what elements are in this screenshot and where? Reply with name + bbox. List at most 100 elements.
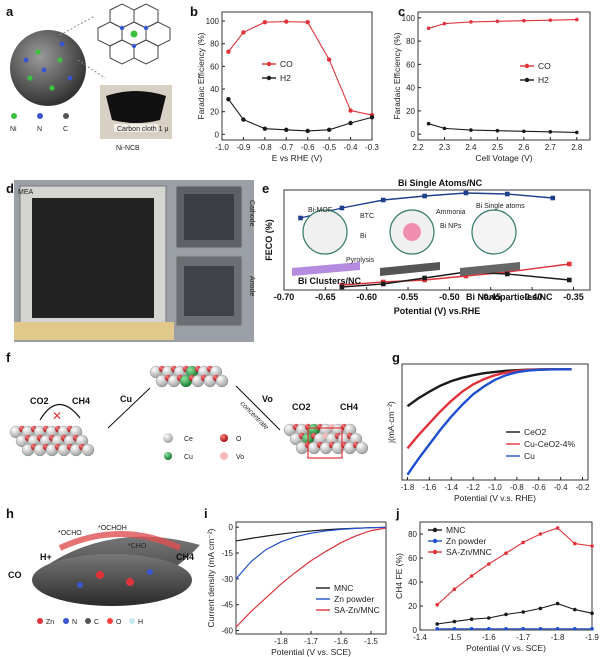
anode-label: Anode <box>248 276 255 296</box>
e-series-line-1 <box>341 263 570 286</box>
j-point <box>487 616 491 620</box>
h-ocho: *OCHO <box>58 530 82 537</box>
h-cho: *CHO <box>128 543 147 550</box>
panel-label-j: j <box>395 506 400 521</box>
c-point <box>548 130 553 134</box>
c-ytick-label: 0 <box>411 130 416 139</box>
c-legend-label: H2 <box>538 75 549 85</box>
i-ytick-label: -45 <box>221 601 233 610</box>
cu-arrow <box>107 387 151 429</box>
chart-c: 2.2 2.3 2.4 2.5 2.6 2.7 2.8 0 20 40 60 80 100 Cell Vo… <box>392 11 591 163</box>
j-point <box>555 601 560 606</box>
e-xtick-label: -0.65 <box>315 292 336 302</box>
ammonia-label: Ammonia <box>436 209 466 216</box>
j-point <box>487 562 491 566</box>
c-xlabel: Cell Votage (V) <box>475 153 532 163</box>
b-point <box>284 19 289 24</box>
c-point <box>469 20 473 24</box>
c-point <box>548 18 553 22</box>
j-point <box>573 607 577 612</box>
b-point <box>348 120 353 126</box>
j-point <box>538 532 543 536</box>
panel-g: g -1.8 -1.6 -1.4 -1.2 -1.0 -0.8 -0.6 -0.4 -0.2 Po… <box>386 350 590 503</box>
panel-j: j -1.4 -1.5 -1.6 -1.7 -1.8 -1.9 0 20 40 60 80 Poten… <box>394 506 599 653</box>
e-point <box>504 191 510 197</box>
e-point <box>339 284 345 290</box>
j-point <box>435 627 440 631</box>
panel-c: c 2.2 2.3 2.4 2.5 2.6 2.7 2.8 0 20 40 60 80 100 Cell … <box>392 4 591 163</box>
e-point <box>550 195 556 201</box>
c-xtick-label: 2.7 <box>545 143 557 152</box>
g-xtick-label: -0.8 <box>510 483 524 492</box>
b-legend-marker <box>266 75 272 81</box>
panel-e: e -0.70 -0.65 -0.60 -0.55 -0.50 -0.45 -0.40 -0.… <box>262 178 591 316</box>
g-legend-label: CeO2 <box>524 427 546 437</box>
b-xtick-label: -1.0 <box>215 143 229 152</box>
pyrolysis-label: Pyrolysis <box>346 257 375 264</box>
e-ylabel: FECO (%) <box>264 219 274 261</box>
b-xtick-label: -0.9 <box>237 143 251 152</box>
j-xtick-label: -1.6 <box>482 633 496 642</box>
panel-label-b: b <box>190 4 198 19</box>
bi-nps-label: Bi NPs <box>440 223 462 230</box>
legend-o-h: O <box>116 619 122 626</box>
e-series-label-nps: Bi Nanoparticles/NC <box>466 292 553 302</box>
i-ytick-label: 0 <box>229 523 234 532</box>
g-ylabel: j(mA·cm⁻²) <box>386 401 396 444</box>
b-series-line-1 <box>227 98 373 132</box>
c-point <box>574 130 579 135</box>
c-xtick-label: 2.2 <box>412 143 424 152</box>
chart-b: -1.0 -0.9 -0.8 -0.7 -0.6 -0.5 -0.4 -0.3 0 20 40 60 8… <box>196 11 379 163</box>
e-plot-frame <box>283 189 591 291</box>
j-point <box>452 587 457 591</box>
j-ytick-label: 40 <box>408 578 417 587</box>
f-co2-left: CO2 <box>30 396 49 406</box>
c-series-line-0 <box>428 19 577 29</box>
b-xtick-label: -0.8 <box>258 143 272 152</box>
i-legend-label: MNC <box>334 583 353 593</box>
caption-ni-ncb: Ni-NCB <box>116 145 140 152</box>
e-point <box>463 190 469 196</box>
graphene-lattice-inset <box>97 3 171 65</box>
c-point <box>442 21 447 26</box>
b-legend-label: H2 <box>280 73 291 83</box>
j-xtick-label: -1.5 <box>448 633 462 642</box>
b-point <box>262 19 268 25</box>
legend-ni: Ni <box>10 126 17 133</box>
j-xtick-label: -1.7 <box>516 633 530 642</box>
j-series-line-2 <box>436 527 593 606</box>
legend-cu: Cu <box>184 454 193 461</box>
j-ytick-label: 80 <box>408 530 417 539</box>
j-ytick-label: 0 <box>413 626 418 635</box>
e-series-label-clusters: Bi Clusters/NC <box>298 276 362 286</box>
g-xtick-label: -1.6 <box>422 483 436 492</box>
f-vo-label: Vo <box>262 394 273 404</box>
j-point <box>555 627 560 631</box>
panel-b: b -1.0 -0.9 -0.8 -0.7 -0.6 -0.5 -0.4 -0.3 0 20 40 6… <box>190 4 379 163</box>
i-xtick-label: -1.5 <box>364 637 378 646</box>
j-point <box>469 617 474 621</box>
c-plot-frame <box>417 11 591 141</box>
bi-mof-rods <box>292 262 360 276</box>
b-xtick-label: -0.6 <box>301 143 315 152</box>
g-xtick-label: -1.8 <box>401 483 415 492</box>
j-xtick-label: -1.8 <box>551 633 565 642</box>
h-plus: H+ <box>40 552 52 562</box>
c-xtick-label: 2.6 <box>518 143 530 152</box>
g-series-line-1 <box>406 368 572 450</box>
j-xtick-label: -1.9 <box>585 633 599 642</box>
b-point <box>305 19 310 25</box>
bi-mof-label: Bi-MOF <box>308 207 332 214</box>
ce-atom <box>81 443 95 457</box>
c-point <box>522 18 526 23</box>
g-legend-label: Cu-CeO2-4% <box>524 439 575 449</box>
panel-label-f: f <box>6 350 11 365</box>
chart-i: -1.8 -1.7 -1.6 -1.5 0 -15 -30 -45 -60 Potential (… <box>206 521 387 657</box>
legend-vo: Vo <box>236 454 244 461</box>
c-ylabel: Faradaic Efficiency (%) <box>392 32 402 119</box>
b-xtick-label: -0.4 <box>344 143 358 152</box>
bi-single-atoms-label: Bi Single atoms <box>476 203 525 210</box>
e-point <box>380 281 386 287</box>
i-ytick-label: -30 <box>221 575 233 584</box>
e-point <box>339 205 345 211</box>
